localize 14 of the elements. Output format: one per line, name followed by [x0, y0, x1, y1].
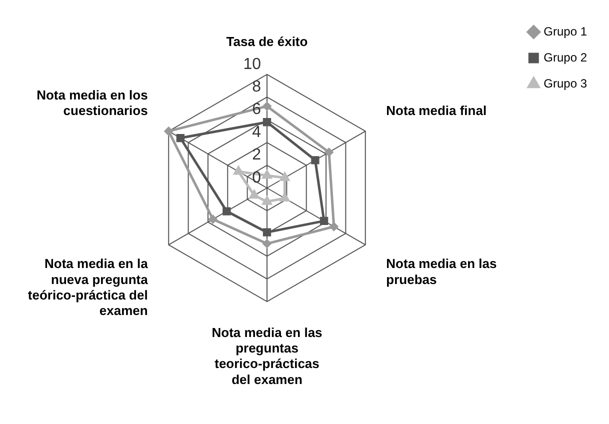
spoke-label: Tasa de éxito: [226, 34, 308, 50]
y-tick-label: 2: [252, 146, 262, 164]
legend-label: Grupo 3: [544, 76, 588, 90]
spoke-label: Nota media en los cuestionarios: [36, 87, 148, 118]
spoke-label: Nota media en la nueva pregunta teórico-práctica del examen: [28, 256, 149, 318]
y-tick-label: 6: [252, 101, 262, 118]
y-tick-label: 4: [252, 124, 262, 141]
spoke-label: Nota media en las preguntas teorico-prácticas del examen: [212, 324, 322, 387]
legend-label: Grupo 1: [544, 24, 588, 38]
y-tick-label: 10: [243, 56, 262, 73]
legend-label: Grupo 2: [544, 50, 588, 64]
spoke-label: Nota media en las pruebas: [386, 256, 497, 287]
y-tick-label: 8: [252, 78, 262, 96]
spoke-label: Nota media final: [386, 102, 487, 118]
